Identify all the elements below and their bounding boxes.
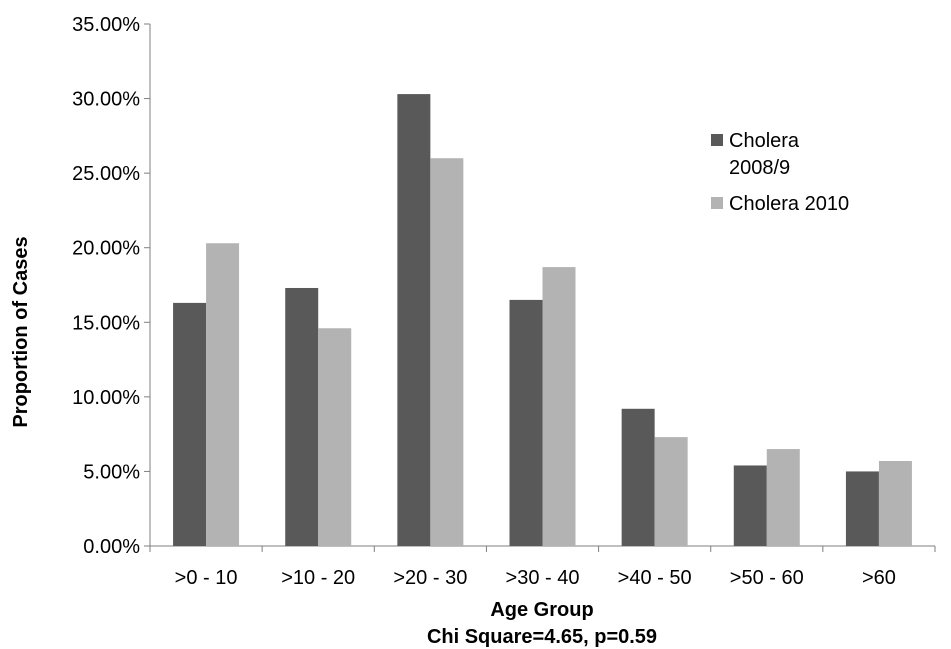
- y-tick-label: 0.00%: [83, 536, 140, 558]
- bar-cholera-2010: [318, 328, 352, 546]
- legend-swatch: [711, 134, 723, 146]
- x-tick-label: >0 - 10: [175, 567, 238, 589]
- x-tick-label: >30 - 40: [506, 567, 580, 589]
- y-tick-label: 10.00%: [72, 387, 140, 409]
- x-axis-title: Age Group: [490, 599, 593, 621]
- y-tick-label: 35.00%: [72, 14, 140, 36]
- x-tick-label: >60: [862, 567, 896, 589]
- bar-cholera-2010: [542, 267, 576, 546]
- y-tick-label: 15.00%: [72, 312, 140, 334]
- bar-cholera-2010: [430, 158, 464, 546]
- y-axis: 0.00% 5.00% 10.00% 15.00% 20.00% 25.00% 30.00%…: [72, 14, 151, 558]
- y-tick-label: 5.00%: [83, 461, 140, 483]
- legend-label: 2008/9: [729, 157, 790, 179]
- chart-subtitle: Chi Square=4.65, p=0.59: [427, 626, 657, 648]
- legend-label: Cholera: [729, 130, 800, 152]
- bar-cholera-2010: [654, 437, 688, 546]
- bars: [173, 94, 912, 547]
- bar-cholera-2008-9: [397, 94, 431, 547]
- x-tick-label: >50 - 60: [730, 567, 804, 589]
- bar-cholera-2008-9: [285, 287, 319, 546]
- bar-cholera-2008-9: [845, 471, 879, 546]
- y-tick-label: 25.00%: [72, 163, 140, 185]
- bar-cholera-2008-9: [509, 299, 543, 546]
- bar-cholera-2008-9: [733, 465, 767, 546]
- bar-cholera-2008-9: [621, 408, 655, 546]
- x-tick-label: >40 - 50: [618, 567, 692, 589]
- bar-cholera-2010: [206, 243, 240, 547]
- x-axis: >0 - 10 >10 - 20 >20 - 30 >30 - 40 >40 - 50 >…: [149, 545, 936, 589]
- legend: Cholera 2008/9 Cholera 2010: [711, 130, 849, 215]
- legend-swatch: [711, 197, 723, 209]
- y-tick-label: 30.00%: [72, 89, 140, 111]
- x-tick-label: >10 - 20: [281, 567, 355, 589]
- bar-cholera-2008-9: [173, 302, 207, 546]
- y-axis-title: Proportion of Cases: [10, 236, 32, 427]
- bar-cholera-2010: [878, 460, 912, 546]
- x-tick-label: >20 - 30: [393, 567, 467, 589]
- y-tick-label: 20.00%: [72, 238, 140, 260]
- legend-label: Cholera 2010: [729, 193, 849, 215]
- bar-cholera-2010: [766, 449, 800, 546]
